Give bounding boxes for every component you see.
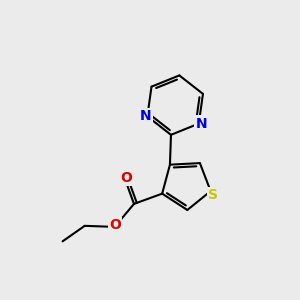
Text: O: O [109,218,121,233]
Text: N: N [140,110,152,123]
Text: N: N [195,117,207,130]
Text: O: O [120,171,132,185]
Text: S: S [208,188,218,202]
